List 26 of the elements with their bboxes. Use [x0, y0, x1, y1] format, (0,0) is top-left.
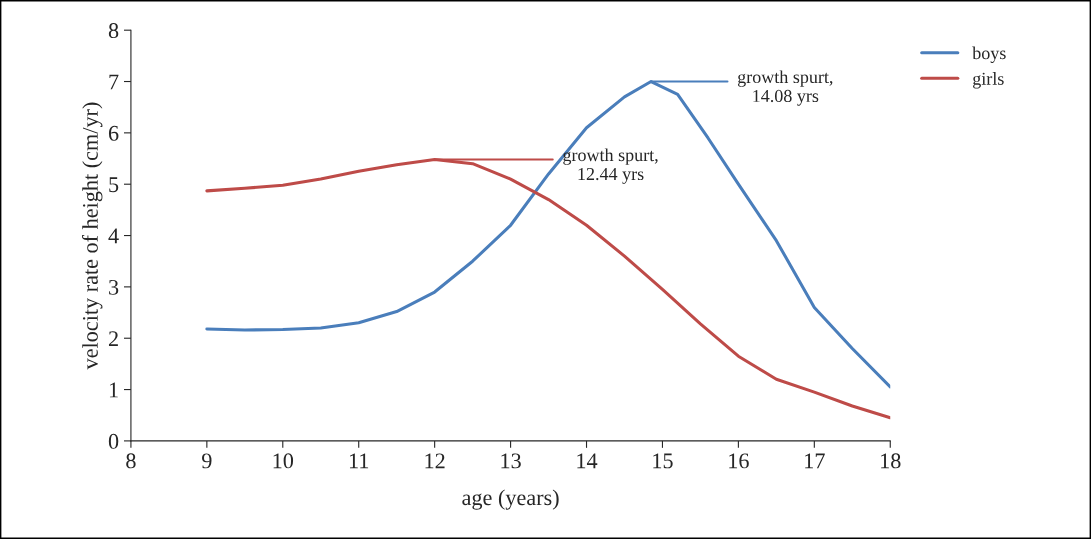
- x-tick-label: 11: [349, 453, 369, 469]
- y-tick-label: 7: [109, 74, 119, 90]
- legend-label: boys: [972, 46, 1006, 63]
- x-tick-label: 16: [729, 453, 749, 469]
- y-tick-label: 6: [108, 125, 119, 141]
- x-tick-label: 12: [425, 453, 445, 469]
- y-tick-label: 4: [108, 228, 119, 244]
- y-axis-title: velocity rate of height (cm/yr): [82, 102, 103, 370]
- x-tick-label: 13: [501, 453, 521, 469]
- x-tick-label: 18: [881, 453, 901, 469]
- y-tick-label: 3: [109, 279, 119, 295]
- y-tick-label: 0: [108, 433, 119, 449]
- annotation: growth spurt, 14.08 yrs: [737, 70, 833, 106]
- annotation: growth spurt, 12.44 yrs: [563, 148, 658, 184]
- x-tick-label: 9: [202, 453, 212, 469]
- y-tick-label: 5: [109, 177, 119, 193]
- legend-label: girls: [973, 72, 1004, 89]
- x-tick-label: 17: [805, 453, 825, 469]
- y-tick-label: 2: [108, 331, 118, 346]
- x-tick-label: 10: [273, 453, 294, 469]
- x-tick-label: 8: [126, 453, 136, 469]
- y-tick-label: 8: [108, 23, 119, 39]
- y-tick-label: 1: [109, 382, 118, 398]
- x-axis-title: age (years): [462, 489, 559, 510]
- x-tick-label: 15: [653, 453, 673, 469]
- x-tick-label: 14: [577, 453, 598, 469]
